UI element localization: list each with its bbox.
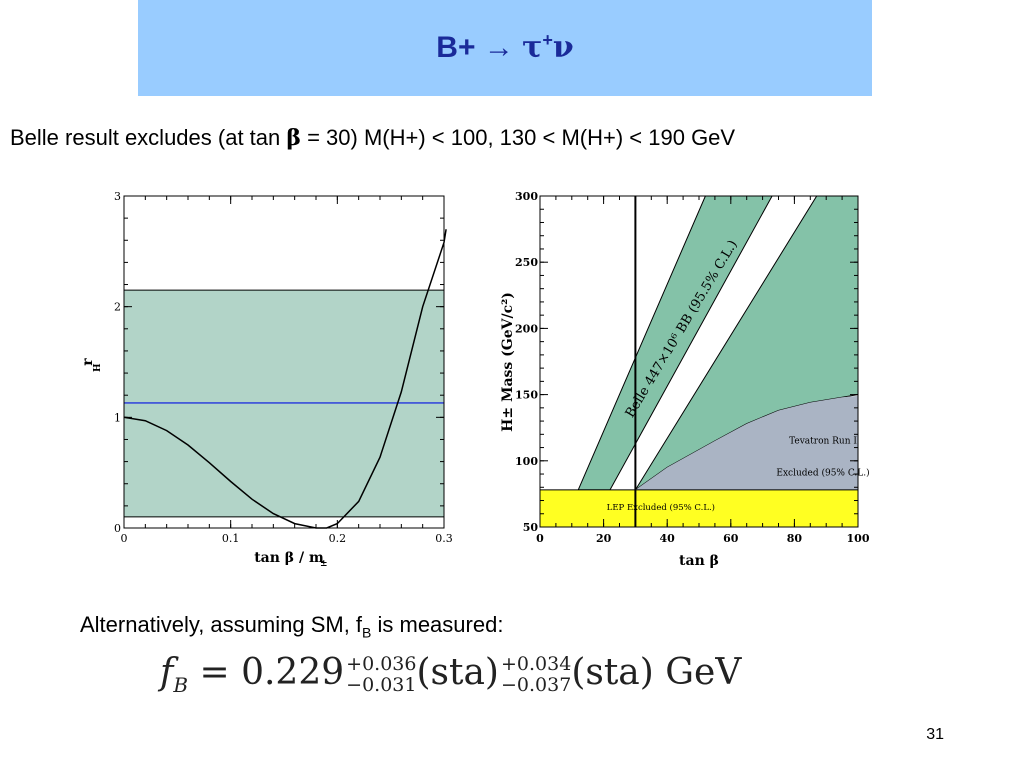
- alt-pre: Alternatively, assuming SM, f: [80, 612, 363, 637]
- x-tick-label: 0: [121, 532, 128, 545]
- y-tick-label: 300: [515, 190, 538, 203]
- formula-sta1: (sta): [416, 652, 499, 693]
- x-tick-label: 60: [723, 532, 739, 545]
- formula-err2-up: +0.034: [500, 653, 572, 675]
- x-axis-label: tan β / m: [254, 550, 324, 566]
- slide-title: B+ → τ+ν: [138, 30, 872, 65]
- alt-line: Alternatively, assuming SM, fB is measur…: [80, 612, 503, 640]
- right-chart: 0 20 40 60 80 100 50 100 150 200 250 300 Tevatron Ru…: [500, 190, 870, 569]
- y-axis-label-sub: H: [93, 363, 103, 372]
- title-tau: τ: [522, 30, 543, 65]
- y-tick-label: 150: [515, 389, 538, 402]
- formula-unit: GeV: [665, 652, 742, 693]
- alt-sub: B: [362, 624, 372, 641]
- intro-beta: β: [286, 125, 301, 151]
- formula-err1-up: +0.036: [346, 653, 417, 675]
- tevatron-excluded-region: [622, 395, 858, 490]
- title-sup: +: [542, 30, 553, 50]
- x-tick-label: 20: [596, 532, 612, 545]
- y-axis-label: H± Mass (GeV/c²): [500, 292, 516, 432]
- title-bar: B+ → τ+ν: [138, 0, 872, 96]
- x-tick-label: 100: [847, 532, 870, 545]
- x-axis-label: tan β: [679, 553, 719, 569]
- formula-value: = 0.229: [188, 652, 345, 693]
- y-tick-label: 250: [515, 256, 538, 269]
- x-tick-label: 40: [660, 532, 676, 545]
- y-tick-label: 50: [523, 521, 539, 534]
- y-tick-label: 100: [515, 455, 538, 468]
- title-nu: ν: [552, 30, 574, 65]
- formula-lhs-sub: B: [173, 673, 189, 698]
- formula-err1: +0.036 −0.031: [346, 654, 416, 696]
- tevatron-label-2: Excluded (95% C.L.): [776, 467, 869, 478]
- x-tick-label: 0.2: [329, 532, 347, 545]
- plot-frame: [123, 195, 445, 529]
- lep-label: LEP Excluded (95% C.L.): [607, 502, 715, 513]
- title-text: B+ →: [436, 31, 523, 64]
- y-tick-label: 0: [114, 522, 121, 535]
- x-axis-label-sub: ±: [320, 559, 328, 569]
- formula-err2-dn: −0.037: [500, 674, 572, 696]
- y-axis-label: r: [80, 358, 96, 366]
- page-number: 31: [926, 726, 944, 743]
- y-tick-label: 2: [114, 301, 121, 314]
- formula-sta2: (sta): [571, 652, 654, 693]
- x-tick-label: 0: [536, 532, 544, 545]
- intro-pre: Belle result excludes (at tan: [10, 125, 287, 150]
- left-chart: 0 0.1 0.2 0.3 0 1 2 3 tan β / m± rH: [80, 190, 453, 569]
- y-axis-label-group: rH: [80, 358, 103, 372]
- x-tick-label: 80: [787, 532, 803, 545]
- y-tick-label: 1: [114, 411, 121, 424]
- x-tick-label: 0.3: [435, 532, 453, 545]
- formula-err1-dn: −0.031: [346, 674, 417, 696]
- lep-excluded-region: [540, 489, 858, 527]
- intro-post: = 30) M(H+) < 100, 130 < M(H+) < 190 GeV: [300, 125, 736, 150]
- formula-err2: +0.034 −0.037: [501, 654, 571, 696]
- y-tick-label: 200: [515, 322, 538, 335]
- rh-curve: [123, 229, 447, 529]
- alt-post: is measured:: [371, 612, 504, 637]
- tevatron-label-1: Tevatron Run I: [789, 437, 857, 447]
- x-tick-label: 0.1: [222, 532, 240, 545]
- y-tick-label: 3: [114, 190, 121, 203]
- formula-lhs: f: [160, 652, 174, 693]
- intro-line: Belle result excludes (at tan β = 30) M(…: [10, 125, 735, 151]
- fb-formula: fB = 0.229 +0.036 −0.031 (sta) +0.034 −0.037(…: [160, 652, 741, 697]
